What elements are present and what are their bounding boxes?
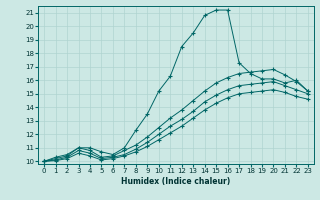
X-axis label: Humidex (Indice chaleur): Humidex (Indice chaleur) xyxy=(121,177,231,186)
